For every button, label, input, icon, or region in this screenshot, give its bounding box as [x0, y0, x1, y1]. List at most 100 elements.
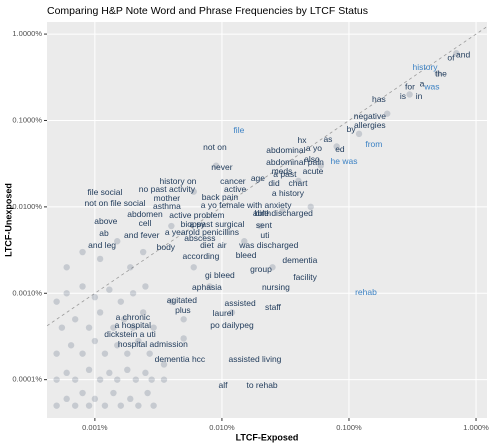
- word-label: a chronic: [116, 312, 151, 322]
- point: [127, 395, 134, 403]
- x-tick-label: 0.001%: [82, 423, 108, 432]
- x-tick-label: 0.010%: [209, 423, 235, 432]
- point: [79, 283, 86, 290]
- word-label: for: [405, 81, 415, 91]
- word-label: hx: [298, 135, 308, 145]
- point: [406, 91, 413, 98]
- point: [63, 264, 70, 271]
- point: [106, 369, 113, 377]
- point: [434, 70, 441, 77]
- word-label: active problem: [169, 210, 224, 220]
- word-label: po dailypeg: [210, 320, 254, 330]
- word-label: asthma: [153, 201, 181, 211]
- word-label: a yearold penicillins: [165, 227, 239, 237]
- point: [91, 395, 99, 403]
- point: [241, 238, 248, 245]
- word-label: as: [323, 134, 332, 144]
- word-label: was: [423, 81, 439, 91]
- point: [384, 110, 391, 117]
- point: [117, 298, 125, 305]
- point: [148, 376, 155, 383]
- word-label: also: [304, 154, 320, 164]
- word-label: acute: [303, 166, 324, 176]
- word-label: abdominal pain: [266, 157, 324, 167]
- word-label: above: [94, 216, 117, 226]
- point: [307, 203, 314, 211]
- word-label: birth: [255, 208, 272, 218]
- word-label: nursing: [262, 282, 290, 292]
- point: [85, 366, 93, 374]
- word-label: uti: [260, 230, 269, 240]
- point: [142, 369, 149, 377]
- point: [71, 376, 79, 383]
- point: [117, 402, 125, 409]
- word-label: a past surgical: [190, 219, 245, 229]
- word-label: the: [435, 68, 447, 78]
- word-label: cell: [139, 218, 152, 228]
- point: [114, 342, 121, 349]
- word-label: did: [268, 178, 280, 188]
- y-axis-title: LTCF-Unexposed: [3, 183, 13, 257]
- word-label: not on: [203, 142, 227, 152]
- point: [120, 316, 128, 323]
- word-label: history on: [160, 176, 197, 186]
- point: [91, 294, 99, 301]
- y-tick-label: 0.0100%: [12, 202, 42, 211]
- point: [279, 207, 286, 215]
- point: [142, 283, 149, 290]
- point: [53, 298, 60, 305]
- point: [190, 264, 197, 271]
- point: [79, 350, 86, 357]
- point: [190, 188, 197, 195]
- point: [106, 286, 113, 293]
- point: [124, 350, 131, 357]
- word-label: never: [211, 162, 232, 172]
- point: [53, 402, 60, 409]
- point: [101, 402, 109, 409]
- point: [63, 395, 70, 403]
- word-label: allergies: [354, 120, 386, 130]
- point: [150, 324, 157, 331]
- word-label: and leg: [88, 240, 116, 250]
- point: [53, 376, 60, 383]
- point: [295, 177, 302, 185]
- point: [135, 402, 142, 409]
- word-label: was discharged: [238, 240, 298, 250]
- word-label: of: [447, 52, 455, 62]
- word-label: age: [251, 173, 265, 183]
- point: [63, 369, 70, 377]
- word-label: aphasia: [192, 282, 222, 292]
- point: [129, 290, 137, 297]
- word-label: is: [400, 91, 406, 101]
- word-label: has: [372, 94, 386, 104]
- point: [67, 342, 75, 349]
- word-label: no past activity: [139, 184, 196, 194]
- word-label: he was: [331, 156, 358, 166]
- x-tick-label: 0.100%: [336, 423, 362, 432]
- point: [168, 298, 175, 305]
- point: [114, 238, 121, 245]
- point: [85, 324, 93, 331]
- word-label: meds: [272, 166, 293, 176]
- grid: 0.0001% 0.0010% 0.0100% 0.1000% 1.0000% 0.001…: [12, 22, 489, 432]
- word-label: ab: [99, 228, 109, 238]
- y-tick-label: 0.1000%: [12, 115, 42, 124]
- x-axis-title: LTCF-Exposed: [236, 432, 299, 442]
- point: [101, 350, 109, 357]
- word-label: laurel: [213, 308, 234, 318]
- point: [256, 222, 264, 230]
- point: [114, 376, 121, 383]
- point: [71, 402, 79, 409]
- word-label: alf: [219, 380, 229, 390]
- point: [355, 130, 363, 138]
- word-label: file social: [87, 187, 122, 197]
- word-label: history: [413, 62, 439, 72]
- word-label: assisted living: [229, 354, 282, 364]
- point: [317, 162, 324, 169]
- point: [212, 162, 220, 169]
- point: [127, 264, 134, 271]
- point: [124, 366, 131, 374]
- word-label: chart: [289, 178, 309, 188]
- point: [168, 222, 175, 230]
